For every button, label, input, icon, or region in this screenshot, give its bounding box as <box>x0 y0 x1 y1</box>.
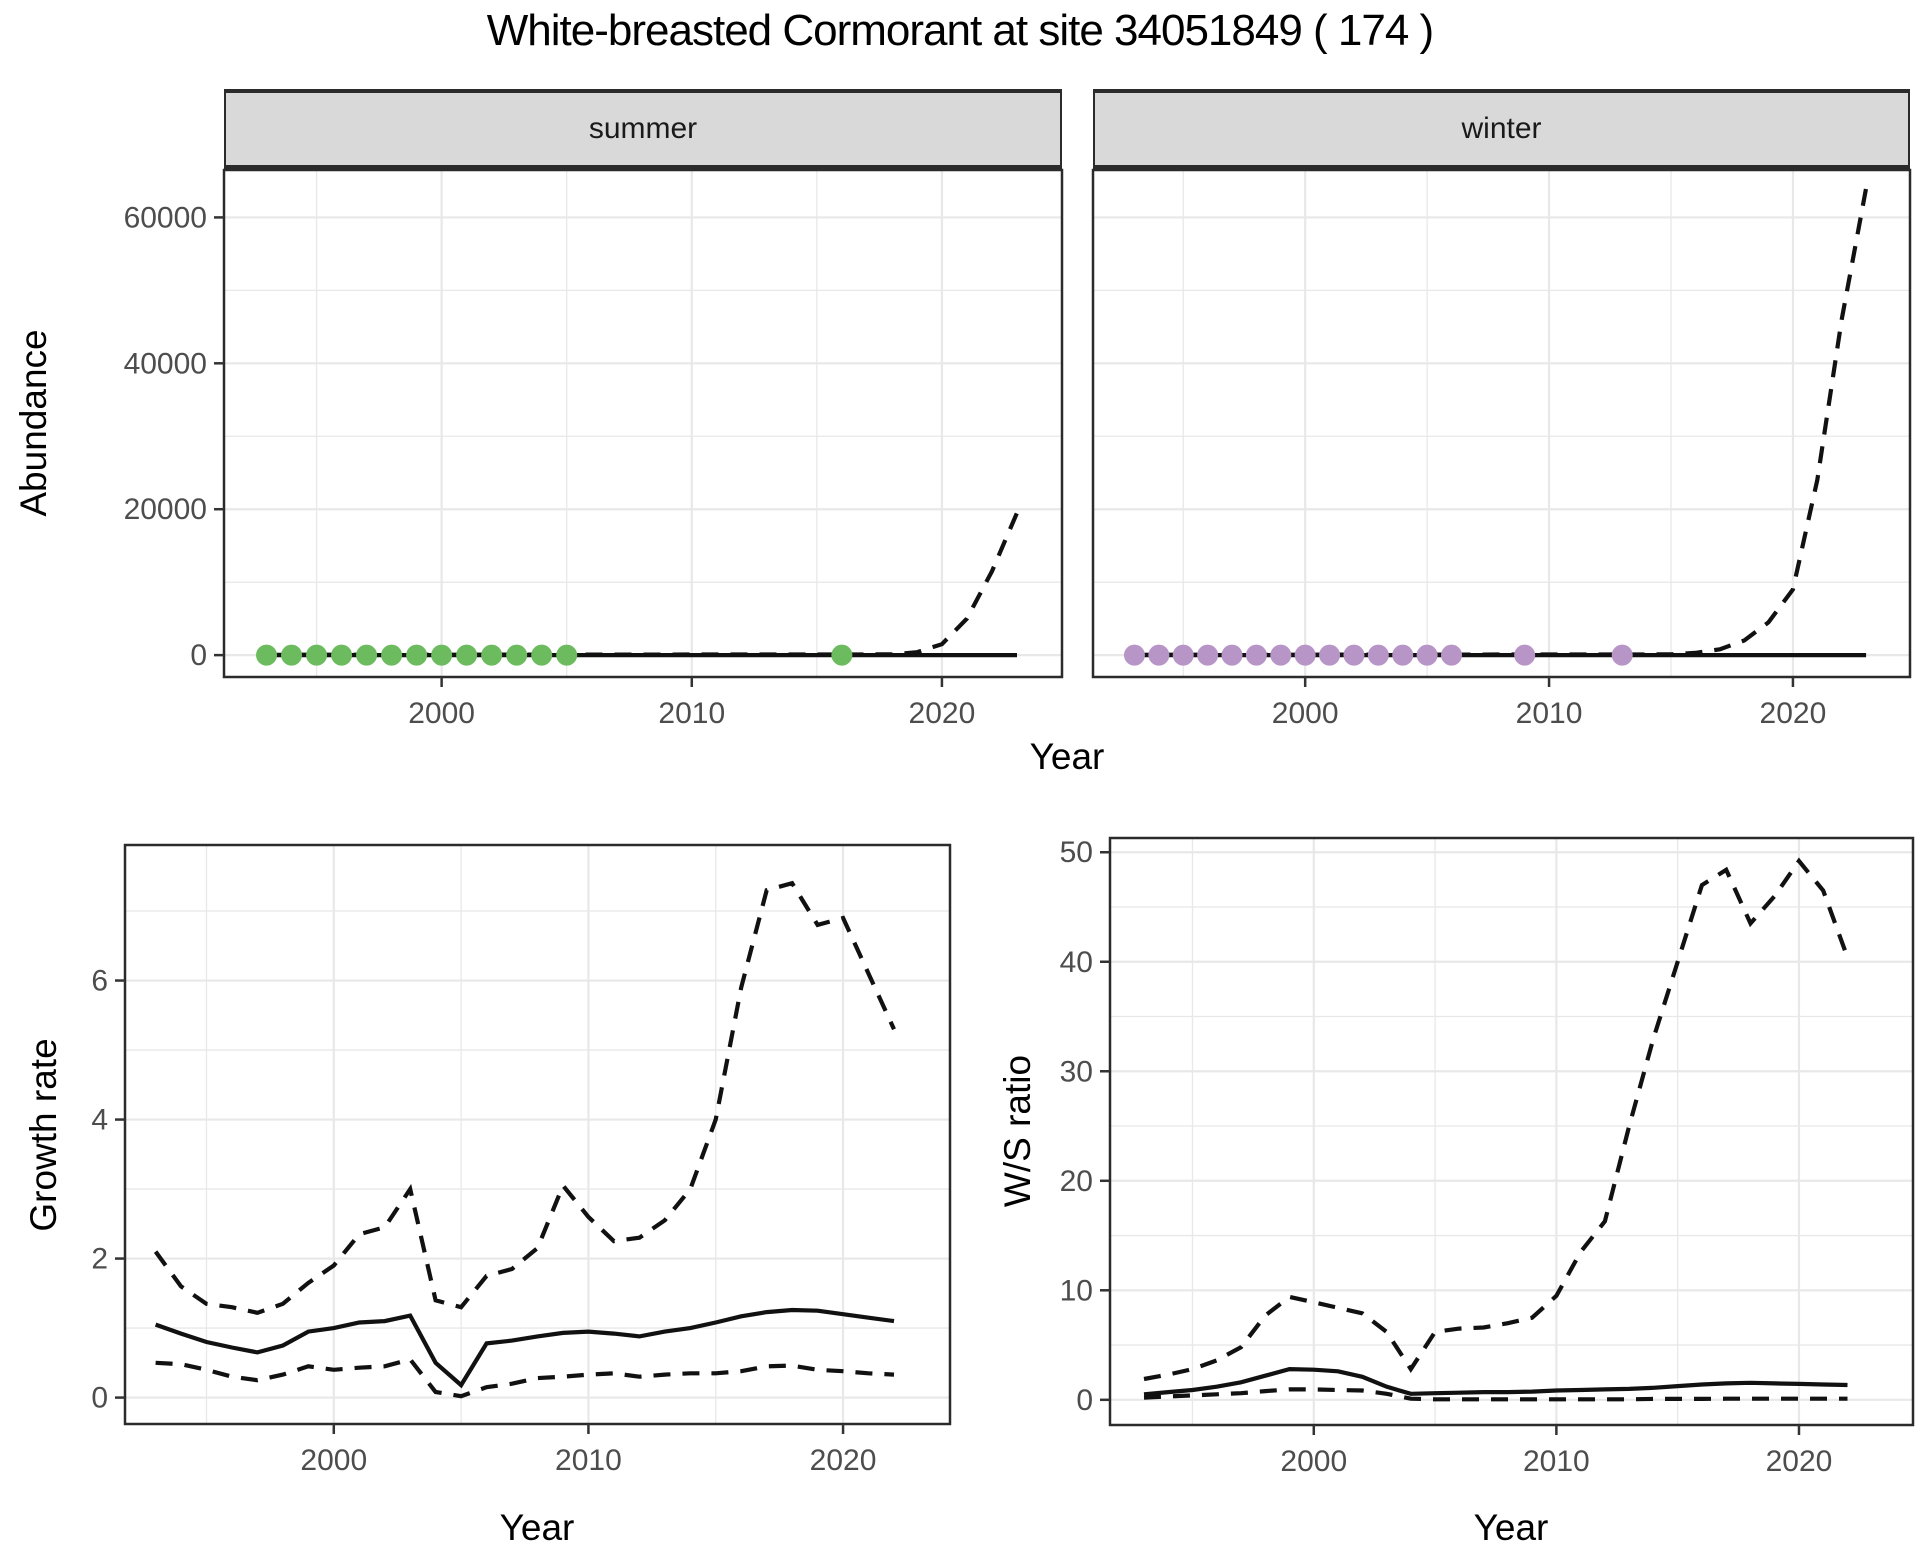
data-point-observed-winter <box>1148 644 1170 666</box>
x-tick-label: 2020 <box>810 1444 877 1477</box>
series-median <box>1143 1366 1848 1397</box>
x-tick-label: 2000 <box>408 697 475 730</box>
y-tick-label: 0 <box>190 639 207 672</box>
data-point-observed-winter <box>1514 644 1536 666</box>
y-tick-label: 40 <box>1060 946 1093 979</box>
series-lower-ci <box>1143 1387 1848 1402</box>
x-tick-label: 2000 <box>300 1444 367 1477</box>
data-point-observed-summer <box>481 644 503 666</box>
y-axis-title-abundance: Abundance <box>13 329 54 517</box>
panel-abundance-winter: 2000 2010 2020 <box>1091 168 1912 730</box>
data-point-observed-summer <box>381 644 403 666</box>
y-tick-label: 60000 <box>124 201 207 234</box>
data-point-observed-summer <box>456 644 478 666</box>
data-point-observed-winter <box>1172 644 1194 666</box>
data-point-observed-summer <box>831 644 853 666</box>
data-point-observed-summer <box>556 644 578 666</box>
x-tick-label: 2010 <box>555 1444 622 1477</box>
data-point-observed-winter <box>1441 644 1463 666</box>
panel-abundance-summer: 2000 2010 2020 0 20000 40000 60000 <box>124 168 1064 730</box>
y-tick-label: 0 <box>1076 1384 1093 1417</box>
y-axis-title-ws-ratio: W/S ratio <box>997 1054 1038 1208</box>
facet-strip-summer-label: summer <box>588 112 698 145</box>
page-title: White-breasted Cormorant at site 3405184… <box>486 6 1434 55</box>
x-tick-label: 2010 <box>1516 697 1583 730</box>
x-tick-label: 2010 <box>1523 1445 1590 1478</box>
y-tick-label: 40000 <box>124 347 207 380</box>
series-median <box>154 1307 895 1389</box>
y-tick-label: 20000 <box>124 493 207 526</box>
data-point-observed-summer <box>531 644 553 666</box>
facet-strip-winter-label: winter <box>1461 112 1542 145</box>
series-lower-ci <box>155 1357 895 1399</box>
x-tick-label: 2020 <box>1760 697 1827 730</box>
series-upper-ci <box>153 880 896 1315</box>
data-point-observed-summer <box>306 644 328 666</box>
y-tick-label: 0 <box>91 1382 108 1415</box>
series-upper-ci <box>1134 187 1869 657</box>
data-point-observed-winter <box>1221 644 1243 666</box>
x-tick-label: 2020 <box>909 697 976 730</box>
data-point-observed-winter <box>1319 644 1341 666</box>
data-point-observed-winter <box>1294 644 1316 666</box>
data-point-observed-summer <box>506 644 528 666</box>
y-tick-label: 10 <box>1060 1274 1093 1307</box>
y-tick-label: 2 <box>91 1243 108 1276</box>
data-point-observed-summer <box>431 644 453 666</box>
data-point-observed-winter <box>1611 644 1633 666</box>
panel-ws-ratio: 2000 2010 2020 0 10 20 30 40 50 <box>1060 836 1915 1478</box>
x-axis-title-year-bottom-left: Year <box>499 1507 575 1548</box>
y-tick-label: 50 <box>1060 836 1093 869</box>
panel-growth-rate: 2000 2010 2020 0 2 4 6 <box>91 843 952 1477</box>
y-tick-label: 6 <box>91 965 108 998</box>
x-tick-label: 2000 <box>1272 697 1339 730</box>
series-upper-ci <box>266 512 1019 657</box>
data-point-observed-winter <box>1367 644 1389 666</box>
data-point-observed-summer <box>356 644 378 666</box>
y-tick-label: 30 <box>1060 1055 1093 1088</box>
data-point-observed-summer <box>281 644 303 666</box>
data-point-observed-summer <box>256 644 278 666</box>
data-point-observed-winter <box>1197 644 1219 666</box>
data-point-observed-winter <box>1270 644 1292 666</box>
x-tick-label: 2000 <box>1280 1445 1347 1478</box>
data-point-observed-winter <box>1245 644 1267 666</box>
facet-strip-summer: summer <box>224 89 1062 170</box>
x-axis-title-year-top: Year <box>1029 736 1105 777</box>
facet-strip-winter: winter <box>1093 89 1910 170</box>
y-tick-label: 4 <box>91 1104 108 1137</box>
data-point-observed-winter <box>1343 644 1365 666</box>
data-point-observed-winter <box>1392 644 1414 666</box>
data-point-observed-summer <box>331 644 353 666</box>
data-point-observed-winter <box>1123 644 1145 666</box>
y-axis-title-growth-rate: Growth rate <box>23 1038 64 1232</box>
x-tick-label: 2020 <box>1766 1445 1833 1478</box>
y-tick-label: 20 <box>1060 1165 1093 1198</box>
x-tick-label: 2010 <box>658 697 725 730</box>
data-point-observed-winter <box>1416 644 1438 666</box>
x-axis-title-year-bottom-right: Year <box>1473 1507 1549 1548</box>
data-point-observed-summer <box>406 644 428 666</box>
